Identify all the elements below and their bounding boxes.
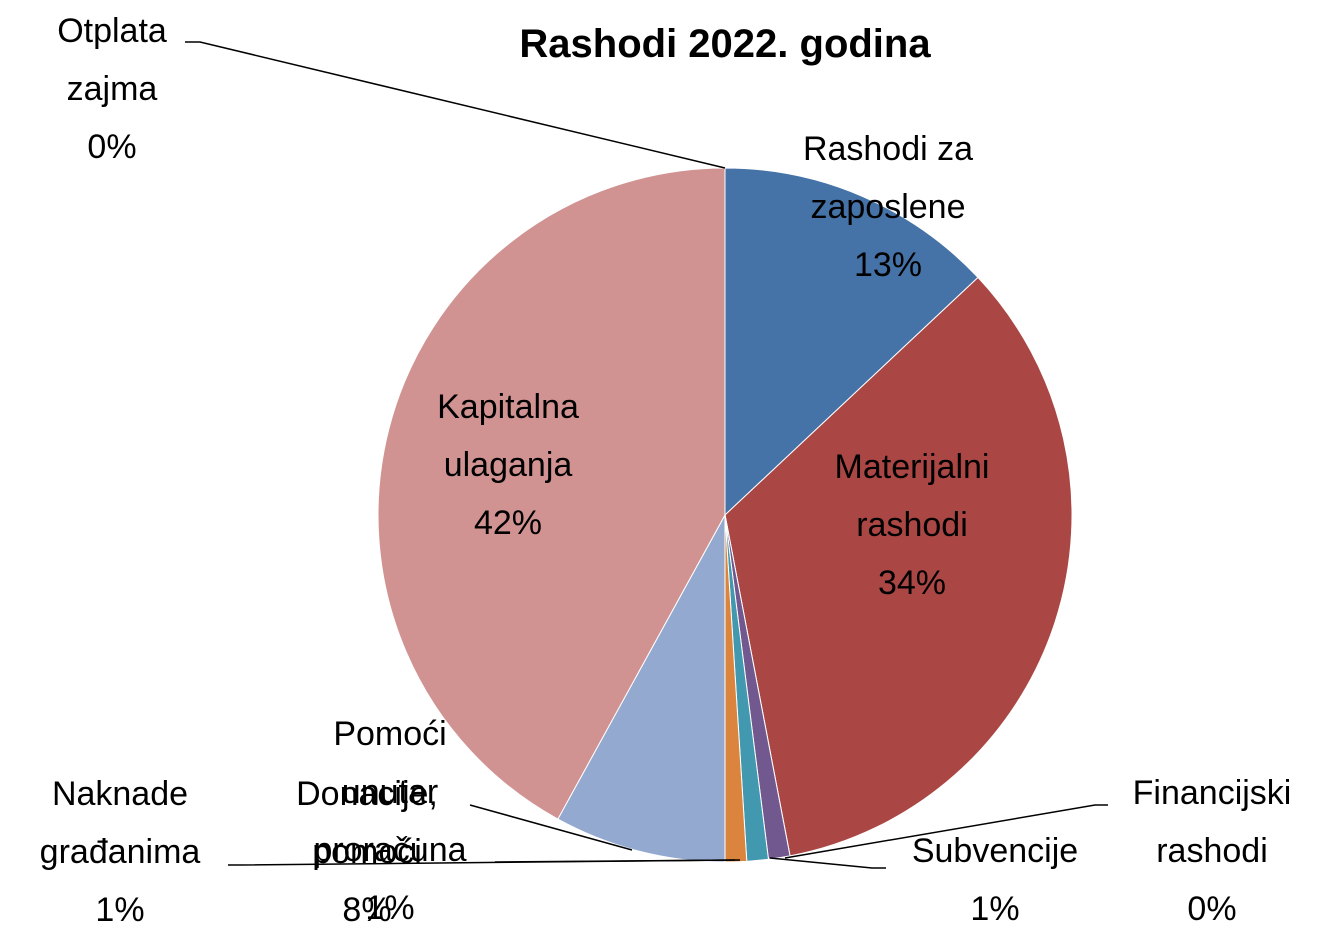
- leader-line: [469, 804, 633, 851]
- category-label: Financijski rashodi: [1132, 774, 1292, 870]
- data-label: Financijski rashodi 0%: [1102, 764, 1318, 938]
- leader-line: [784, 804, 1108, 859]
- data-label: Rashodi za zaposlene 13%: [768, 120, 1008, 294]
- leader-lines: [185, 41, 1108, 869]
- chart-title: Rashodi 2022. godina: [519, 22, 931, 66]
- category-label: Donacije, pomoći: [296, 775, 438, 871]
- value-label: 0%: [87, 128, 137, 166]
- value-label: 1%: [95, 891, 145, 929]
- leader-line: [494, 859, 741, 863]
- category-label: Naknade građanima: [39, 775, 201, 871]
- category-label: Pomoći unutar proračuna: [313, 715, 467, 869]
- value-label: 1%: [970, 890, 1020, 928]
- data-label: Donacije, pomoći 8%: [277, 765, 457, 939]
- data-label: Kapitalna ulaganja 42%: [403, 378, 613, 552]
- data-label: Pomoći unutar proračuna 1%: [300, 705, 480, 937]
- leader-line: [769, 857, 886, 869]
- data-label: Otplata zajma 0%: [27, 2, 197, 176]
- value-label: 34%: [877, 564, 947, 602]
- data-label: Subvencije 1%: [880, 822, 1110, 938]
- data-label: Materijalni rashodi 34%: [792, 438, 1032, 612]
- value-label: 13%: [853, 246, 923, 284]
- category-label: Materijalni rashodi: [834, 448, 990, 544]
- value-label: 0%: [1187, 890, 1237, 928]
- pie-slice: [557, 514, 726, 863]
- value-label: 42%: [473, 504, 543, 542]
- value-label: 1%: [365, 889, 415, 927]
- value-label: 8%: [342, 891, 392, 929]
- category-label: Subvencije: [911, 832, 1079, 870]
- category-label: Otplata zajma: [57, 12, 167, 108]
- pie-slice: [377, 167, 726, 820]
- pie-slice: [724, 276, 1073, 857]
- data-label: Naknade građanima 1%: [15, 765, 225, 939]
- leader-line: [185, 41, 726, 169]
- pie-slice: [724, 167, 979, 517]
- category-label: Kapitalna ulaganja: [437, 388, 579, 484]
- category-label: Rashodi za zaposlene: [802, 130, 974, 226]
